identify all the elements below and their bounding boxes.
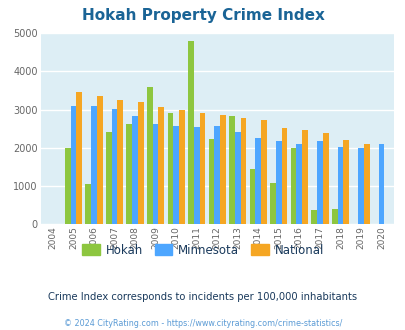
Bar <box>316 141 322 224</box>
Bar <box>106 132 111 224</box>
Bar <box>91 107 97 224</box>
Bar <box>167 113 173 224</box>
Bar <box>331 210 337 224</box>
Bar <box>255 138 260 224</box>
Bar <box>322 133 328 224</box>
Bar <box>311 210 316 224</box>
Bar <box>296 144 301 224</box>
Bar <box>249 169 255 224</box>
Bar <box>65 148 70 224</box>
Bar <box>85 184 91 224</box>
Bar <box>173 126 179 224</box>
Bar <box>193 127 199 224</box>
Bar <box>363 144 369 224</box>
Text: Crime Index corresponds to incidents per 100,000 inhabitants: Crime Index corresponds to incidents per… <box>48 292 357 302</box>
Bar <box>228 116 234 224</box>
Bar <box>147 86 152 224</box>
Bar <box>208 139 214 224</box>
Text: Hokah Property Crime Index: Hokah Property Crime Index <box>81 8 324 23</box>
Bar <box>117 100 123 224</box>
Bar <box>70 107 76 224</box>
Legend: Hokah, Minnesota, National: Hokah, Minnesota, National <box>77 239 328 261</box>
Bar <box>111 109 117 224</box>
Bar <box>76 92 82 224</box>
Bar <box>158 107 164 224</box>
Bar <box>234 132 240 224</box>
Bar <box>275 141 281 224</box>
Bar <box>343 140 348 224</box>
Bar <box>214 126 220 224</box>
Bar <box>281 128 287 224</box>
Bar <box>152 124 158 224</box>
Bar <box>188 42 193 224</box>
Bar <box>378 144 384 224</box>
Bar <box>301 130 307 224</box>
Bar <box>179 110 184 224</box>
Bar <box>260 119 266 224</box>
Bar <box>337 148 343 224</box>
Bar <box>270 183 275 224</box>
Bar <box>132 116 138 224</box>
Bar <box>199 113 205 224</box>
Bar <box>220 115 225 224</box>
Bar <box>357 148 363 224</box>
Bar <box>97 96 102 224</box>
Bar <box>126 124 132 224</box>
Bar <box>240 118 246 224</box>
Bar <box>290 148 296 224</box>
Bar <box>138 102 143 224</box>
Text: © 2024 CityRating.com - https://www.cityrating.com/crime-statistics/: © 2024 CityRating.com - https://www.city… <box>64 319 341 328</box>
